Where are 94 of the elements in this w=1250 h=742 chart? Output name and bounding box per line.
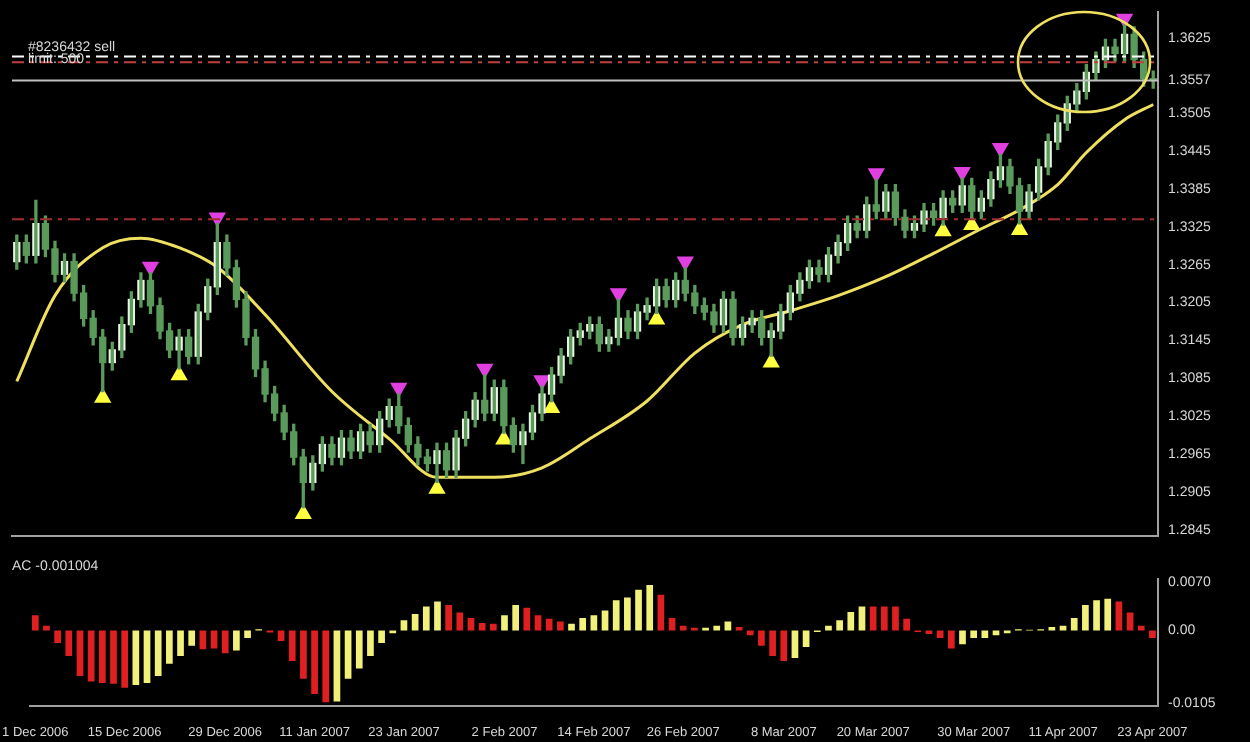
bar [646, 585, 654, 631]
bar [657, 594, 665, 631]
bar [54, 630, 61, 643]
bar [367, 630, 374, 657]
bar [612, 600, 620, 631]
bar [311, 630, 318, 694]
bar [1104, 598, 1112, 631]
bar [411, 613, 419, 631]
point [954, 167, 971, 181]
bar [501, 615, 508, 631]
bar [154, 630, 162, 677]
bar [880, 606, 888, 631]
bar [467, 618, 475, 631]
bar [825, 625, 832, 631]
point [677, 256, 694, 271]
point [390, 382, 407, 397]
bar [65, 630, 73, 657]
point [763, 353, 780, 368]
bar [579, 618, 587, 631]
bar [981, 630, 989, 639]
point [992, 143, 1009, 158]
bar [87, 630, 95, 682]
bar [892, 606, 899, 631]
bar [31, 615, 39, 631]
bar [422, 606, 430, 631]
bar [400, 620, 408, 631]
bar [188, 630, 196, 646]
bar [478, 622, 486, 631]
bar [970, 630, 978, 639]
bar [724, 621, 732, 631]
bar [869, 606, 877, 631]
bar [1059, 625, 1067, 631]
bar [858, 606, 866, 631]
bar [590, 615, 598, 631]
bar [456, 612, 464, 631]
bar [836, 620, 843, 631]
bar [445, 605, 452, 631]
bar [534, 615, 542, 631]
bar [713, 625, 721, 631]
bar [903, 618, 910, 631]
bar [624, 597, 631, 631]
bar [43, 625, 50, 631]
bar [244, 630, 251, 639]
bar [132, 630, 140, 686]
bar [221, 630, 229, 654]
bar [668, 618, 676, 631]
bar [635, 589, 642, 631]
bar [1137, 625, 1145, 631]
bar [1093, 600, 1100, 631]
bar [166, 630, 173, 664]
point [610, 288, 627, 303]
point [648, 310, 665, 325]
bar [780, 630, 788, 661]
point [1011, 221, 1028, 236]
bar [378, 630, 385, 643]
bar [1082, 605, 1089, 631]
line-series [15, 103, 1155, 479]
bar [959, 630, 966, 645]
point [543, 398, 560, 413]
bar [947, 630, 955, 649]
point [295, 504, 312, 519]
bar [110, 630, 117, 684]
bar [557, 621, 564, 631]
bar [601, 610, 609, 631]
bar [847, 611, 855, 631]
bar [322, 630, 330, 703]
point [171, 366, 188, 381]
bar [98, 630, 106, 683]
bar [1070, 618, 1078, 631]
point [429, 479, 445, 494]
bar [300, 630, 307, 679]
bar [177, 630, 184, 657]
bar [545, 618, 553, 631]
bar [936, 630, 944, 639]
point [142, 261, 159, 276]
bar [434, 601, 441, 631]
bar [1115, 601, 1123, 631]
bar [1126, 612, 1134, 631]
bar [233, 630, 240, 651]
bar [489, 623, 497, 631]
bar [1149, 630, 1156, 639]
point [94, 388, 111, 403]
bar [679, 625, 687, 631]
bar [523, 607, 531, 631]
bar [512, 605, 520, 631]
bar [121, 630, 129, 688]
point [476, 363, 493, 378]
bar [769, 630, 776, 657]
point [935, 222, 952, 237]
bar [355, 630, 363, 669]
bar [568, 623, 575, 631]
point [868, 168, 885, 183]
bar [288, 630, 296, 661]
bar [758, 630, 765, 646]
